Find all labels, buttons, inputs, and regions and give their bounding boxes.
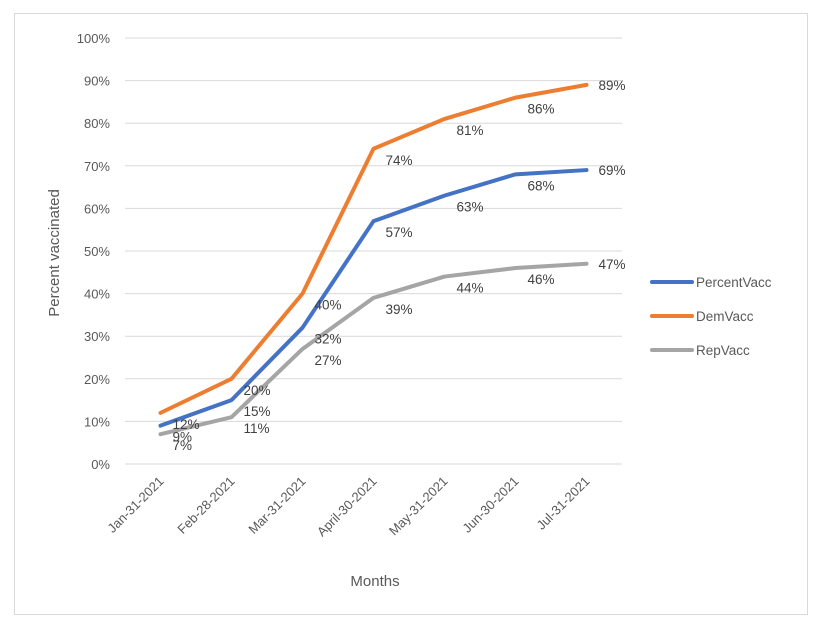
x-tick-label: Jul-31-2021 (533, 474, 592, 533)
y-tick-label: 90% (84, 74, 110, 89)
x-tick-label: Jun-30-2021 (459, 474, 521, 536)
data-label: 47% (599, 257, 626, 272)
y-tick-label: 70% (84, 159, 110, 174)
y-axis-ticks: 0% 10% 20% 30% 40% 50% 60% 70% 80% 90% 100% (77, 31, 111, 472)
data-label: 89% (599, 78, 626, 93)
data-label: 69% (599, 163, 626, 178)
series-lines (158, 82, 589, 437)
legend-label-RepVacc: RepVacc (696, 343, 750, 358)
data-label: 39% (386, 302, 413, 317)
data-label: 81% (457, 123, 484, 138)
data-label: 68% (528, 178, 555, 193)
legend: PercentVacc DemVacc RepVacc (650, 275, 772, 358)
data-labels: 9% 15% 32% 57% 63% 68% 69% 12% 20% 40% 74% 81% 86% 89… (173, 78, 626, 453)
data-label: 57% (386, 225, 413, 240)
data-label: 20% (244, 383, 271, 398)
series-line-RepVacc (158, 261, 589, 437)
data-label: 12% (173, 417, 200, 432)
data-label: 86% (528, 102, 555, 117)
x-axis-title: Months (350, 573, 399, 590)
data-label: 46% (528, 272, 555, 287)
y-tick-label: 40% (84, 287, 110, 302)
x-tick-label: Jan-31-2021 (104, 474, 166, 536)
series-line-DemVacc (158, 82, 589, 415)
data-label: 74% (386, 153, 413, 168)
data-label: 11% (244, 421, 270, 436)
y-tick-label: 0% (91, 457, 110, 472)
x-tick-label: May-31-2021 (386, 474, 451, 539)
y-tick-label: 50% (84, 244, 110, 259)
y-tick-label: 30% (84, 329, 110, 344)
x-tick-label: April-30-2021 (314, 474, 380, 540)
y-axis-title: Percent vaccinated (46, 189, 63, 317)
series-line-PercentVacc (158, 168, 589, 428)
data-label: 32% (315, 332, 342, 347)
y-tick-label: 60% (84, 201, 110, 216)
x-axis-ticks: Jan-31-2021 Feb-28-2021 Mar-31-2021 April-3… (104, 474, 592, 540)
y-tick-label: 20% (84, 372, 110, 387)
x-tick-label: Feb-28-2021 (174, 474, 237, 537)
data-label: 27% (315, 353, 342, 368)
data-label: 40% (315, 298, 342, 313)
y-tick-label: 10% (84, 414, 110, 429)
x-tick-label: Mar-31-2021 (245, 474, 308, 537)
legend-label-DemVacc: DemVacc (696, 309, 754, 324)
data-label: 9% (173, 430, 193, 445)
y-tick-label: 100% (77, 31, 111, 46)
data-label: 63% (457, 200, 484, 215)
legend-label-PercentVacc: PercentVacc (696, 275, 772, 290)
y-tick-label: 80% (84, 116, 110, 131)
data-label: 15% (244, 404, 271, 419)
data-label: 44% (457, 281, 484, 296)
data-label: 7% (173, 438, 193, 453)
